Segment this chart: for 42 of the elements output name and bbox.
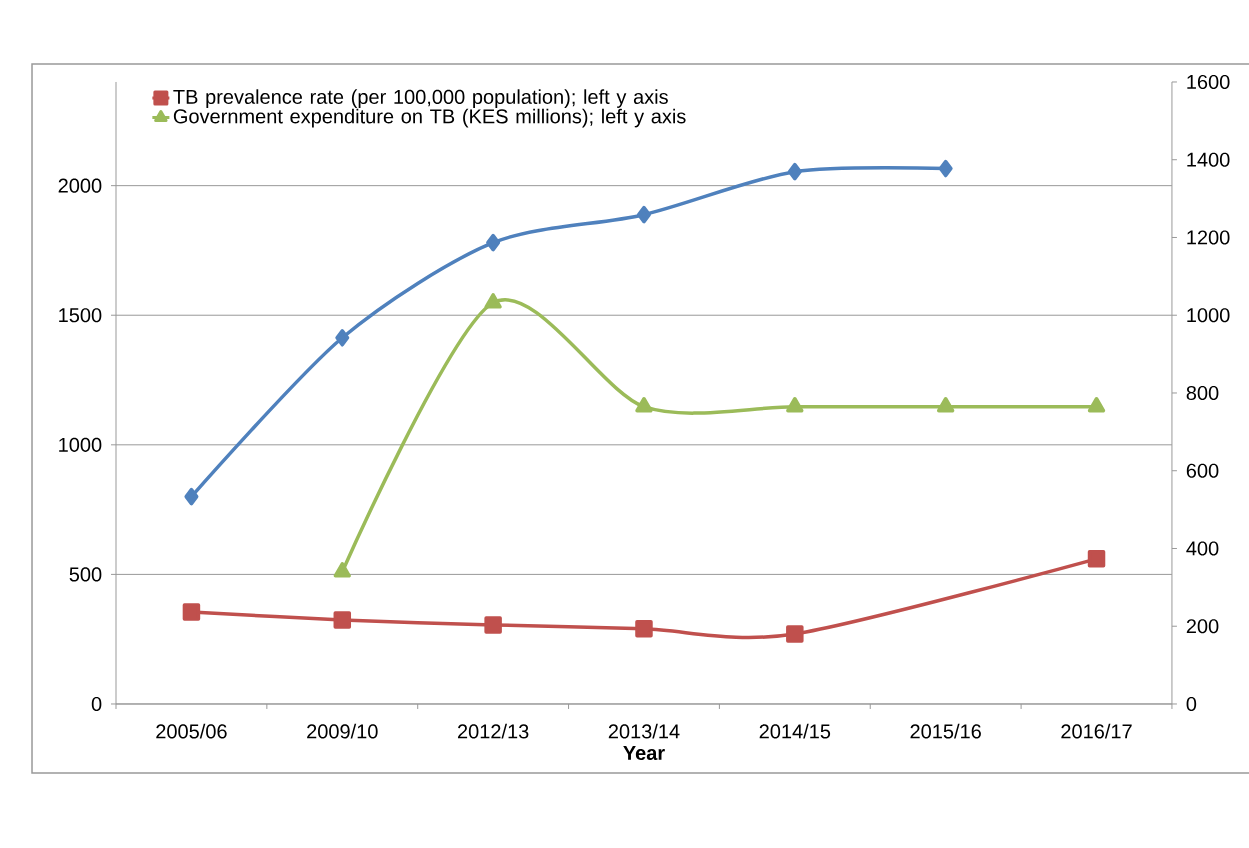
point xyxy=(182,603,201,621)
point xyxy=(486,233,501,252)
y-tick-label: 500 xyxy=(69,567,102,582)
point xyxy=(938,159,953,178)
y2-tick-label: 1600 xyxy=(1187,74,1230,90)
point xyxy=(636,205,651,224)
y2-tick-label: 600 xyxy=(1186,463,1219,478)
point xyxy=(786,625,804,643)
x-axis-title: Year xyxy=(623,746,665,761)
point xyxy=(484,616,502,634)
x-tick-label: 2014/15 xyxy=(759,723,831,739)
point xyxy=(484,293,502,309)
point xyxy=(937,396,955,413)
point xyxy=(787,162,802,181)
y2-tick-label: 1400 xyxy=(1187,152,1230,167)
point xyxy=(333,611,352,629)
legend-label: Government expenditure on TB (KES millions); left y axis xyxy=(173,108,686,128)
x-tick-label: 2012/13 xyxy=(457,723,529,739)
x-tick-label: 2005/06 xyxy=(156,723,227,739)
point xyxy=(184,487,199,506)
x-tick-label: 2009/10 xyxy=(307,723,378,739)
point xyxy=(635,396,653,413)
y-tick-label: 2000 xyxy=(58,178,102,193)
point xyxy=(333,562,351,578)
x-tick-label: 2013/14 xyxy=(608,723,680,739)
legend-label: TB prevalence rate (per 100,000 population); left y axis xyxy=(173,89,668,108)
y2-tick-label: 800 xyxy=(1186,385,1219,401)
point xyxy=(1087,396,1106,413)
y2-tick-label: 0 xyxy=(1186,696,1197,712)
y2-tick-label: 400 xyxy=(1186,541,1219,556)
point xyxy=(635,620,653,638)
y-tick-label: 1000 xyxy=(59,437,102,452)
point xyxy=(786,396,804,413)
y2-tick-label: 200 xyxy=(1186,619,1219,634)
x-tick-label: 2015/16 xyxy=(910,723,981,739)
x-tick-label: 2016/17 xyxy=(1061,723,1132,739)
y2-tick-label: 1000 xyxy=(1187,308,1230,323)
y-tick-label: 0 xyxy=(91,696,102,712)
point xyxy=(335,329,350,347)
y-tick-label: 1500 xyxy=(59,308,102,323)
point xyxy=(1087,550,1106,568)
y2-tick-label: 1200 xyxy=(1187,230,1230,245)
